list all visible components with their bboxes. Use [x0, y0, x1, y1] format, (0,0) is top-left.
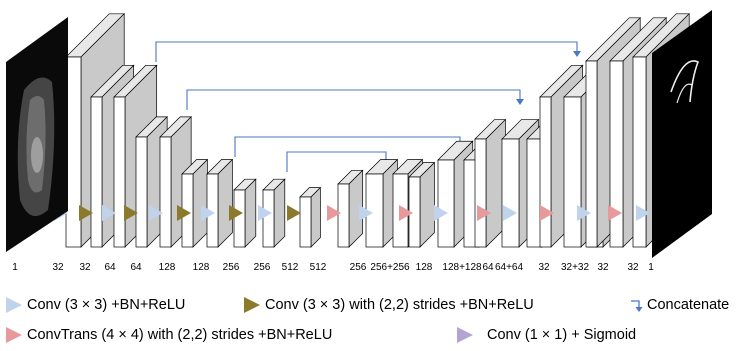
feature-block-7: [233, 178, 257, 248]
feature-block-13: [408, 161, 436, 248]
channel-label: 64+64: [494, 262, 524, 273]
channel-label: 256: [222, 262, 240, 273]
feature-block-8: [262, 178, 286, 248]
strided-op-marker-7: [229, 205, 243, 221]
legend-concat-label: Concatenate: [647, 297, 730, 313]
channel-label: 32: [79, 262, 91, 273]
conv-op-marker-2: [102, 205, 116, 221]
channel-label: 32: [52, 262, 64, 273]
channel-label: 32: [538, 262, 550, 273]
channel-label: 128: [192, 262, 210, 273]
feature-block-9: [299, 186, 322, 248]
legend-row-1: Conv (3 × 3) +BN+ReLU Conv (3 × 3) with …: [0, 292, 756, 318]
channel-label: 512: [309, 262, 327, 273]
skip-connection-0: [155, 41, 581, 62]
strided-op-marker-1: [79, 205, 93, 221]
unet-architecture-diagram: [6, 10, 712, 258]
channel-label: 1: [12, 262, 18, 273]
convtrans-triangle-icon: [6, 327, 22, 343]
convtrans-op-marker-18: [608, 205, 622, 221]
conv-triangle-icon: [6, 297, 22, 313]
input-output-images: [6, 10, 712, 258]
skip-connection-1: [186, 89, 524, 110]
channel-label: 32: [627, 262, 639, 273]
conv-op-marker-17: [577, 205, 591, 221]
channel-label: 256+256: [370, 262, 410, 273]
convtrans-op-marker-14: [477, 205, 491, 221]
conv-op-marker-8: [258, 205, 272, 221]
strided-conv-triangle-icon: [244, 297, 260, 313]
channel-label: 256: [349, 262, 367, 273]
convtrans-op-marker-16: [540, 205, 554, 221]
channel-label: 256: [253, 262, 271, 273]
channel-label: 64: [104, 262, 116, 273]
feature-map-blocks: [65, 12, 691, 248]
channel-label: 1: [648, 262, 654, 273]
channel-label: 128+128: [442, 262, 482, 273]
concatenate-arrow-icon: [631, 300, 643, 312]
channel-label: 32+32: [560, 262, 590, 273]
convtrans-op-marker-10: [327, 205, 341, 221]
strided-op-marker-3: [124, 205, 138, 221]
skip-connection-2: [234, 136, 464, 157]
conv-op-marker-4: [149, 205, 163, 221]
channel-label: 32: [597, 262, 609, 273]
output-mask-image: [652, 10, 712, 258]
conv-op-marker-13: [434, 205, 448, 221]
feature-block-6: [206, 158, 234, 248]
strided-op-marker-5: [177, 205, 191, 221]
convtrans-op-marker-12: [399, 205, 413, 221]
conv-op-marker-11: [359, 205, 373, 221]
channel-label: 128: [158, 262, 176, 273]
channel-label: 64: [130, 262, 142, 273]
legend-convtrans-label: ConvTrans (4 × 4) with (2,2) strides +BN…: [27, 327, 333, 343]
channel-label: 64: [482, 262, 494, 273]
operation-markers: [54, 205, 683, 221]
channel-label: 512: [281, 262, 299, 273]
channel-label: 128: [415, 262, 433, 273]
legend-row-2: ConvTrans (4 × 4) with (2,2) strides +BN…: [0, 322, 756, 348]
conv-op-marker-6: [201, 205, 215, 221]
sigmoid-triangle-icon: [457, 327, 473, 343]
conv-op-marker-15: [503, 205, 517, 221]
feature-block-16: [474, 118, 507, 248]
feature-block-10: [337, 169, 364, 248]
legend-strided-label: Conv (3 × 3) with (2,2) strides +BN+ReLU: [265, 297, 534, 313]
legend-sigmoid-label: Conv (1 × 1) + Sigmoid: [487, 327, 637, 343]
input-ct-image: [6, 17, 68, 252]
legend-conv-label: Conv (3 × 3) +BN+ReLU: [27, 297, 186, 313]
strided-op-marker-9: [287, 205, 301, 221]
feature-block-5: [181, 158, 209, 248]
conv-op-marker-19: [636, 205, 650, 221]
